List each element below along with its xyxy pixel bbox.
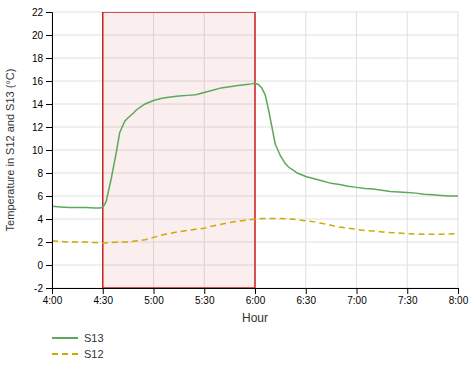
tick-mark [46,58,52,59]
tick-mark [357,288,358,294]
tick: 4 [37,214,52,225]
tick-mark [255,288,256,294]
legend-item: S12 [52,348,104,360]
tick-mark [204,288,205,294]
tick-mark [46,173,52,174]
tick-mark [46,81,52,82]
tick-mark [46,12,52,13]
tick-mark [154,288,155,294]
tick-label: 5:00 [144,295,164,306]
tick-label: -2 [34,283,43,294]
series-line [52,83,458,208]
tick-label: 22 [32,7,44,18]
tick-label: 4:00 [43,295,63,306]
tick-mark [103,288,104,294]
tick-label: 2 [37,237,43,248]
tick-label: 4:30 [94,295,114,306]
tick: 6:30 [297,288,317,306]
series-line [52,218,458,243]
grid [52,12,458,288]
tick-label: 20 [32,30,44,41]
tick-mark [46,288,52,289]
tick: 8 [37,168,52,179]
tick-label: 6:30 [297,295,317,306]
tick-mark [306,288,307,294]
legend-label: S13 [84,332,104,344]
tick-label: 6 [37,191,43,202]
legend-item: S13 [52,332,104,344]
tick: -2 [34,283,52,294]
axis-line [46,13,53,289]
tick: 4:30 [94,288,114,306]
legend: S13S12 [52,332,104,360]
tick-label: 7:00 [347,295,367,306]
tick: 10 [32,145,52,156]
tick-label: 16 [32,76,44,87]
tick-label: 6:00 [246,295,266,306]
tick: 8:00 [449,288,469,306]
tick-label: 4 [37,214,43,225]
tick-label: 8:00 [449,295,469,306]
tick-label: 0 [37,260,43,271]
x-axis-title: Hour [242,311,268,325]
tick-mark [46,150,52,151]
marks [52,12,458,288]
tick: 16 [32,76,52,87]
tick: 22 [32,7,52,18]
tick: 5:30 [195,288,215,306]
tick: 5:00 [144,288,164,306]
tick: 6 [37,191,52,202]
tick-mark [46,127,52,128]
legend-swatch [52,337,78,339]
plot: 4:00 4:30 5:00 5:30 6:00 6:30 7:00 7:30 8:00 -2 0 2… [4,7,469,360]
chart: 4:00 4:30 5:00 5:30 6:00 6:30 7:00 7:30 8:00 -2 0 2… [0,0,474,368]
tick-label: 7:30 [398,295,418,306]
tick: 0 [37,260,52,271]
tick-mark [46,242,52,243]
tick: 2 [37,237,52,248]
tick: 14 [32,99,52,110]
y-axis-title: Temperature in S12 and S13 (°C) [4,69,16,232]
tick: 12 [32,122,52,133]
tick: 7:00 [347,288,367,306]
tick-label: 12 [32,122,44,133]
legend-swatch [52,353,78,355]
tick-label: 14 [32,99,44,110]
tick-label: 8 [37,168,43,179]
tick: 18 [32,53,52,64]
tick: 7:30 [398,288,418,306]
tick-mark [458,288,459,294]
tick-mark [46,219,52,220]
y-axis: -2 0 2 4 6 8 10 12 14 16 18 20 22 [32,7,53,294]
tick-mark [46,104,52,105]
legend-label: S12 [84,348,104,360]
tick-mark [407,288,408,294]
tick-label: 10 [32,145,44,156]
tick-mark [46,196,52,197]
axis-line [53,289,459,295]
tick-label: 18 [32,53,44,64]
tick-mark [46,35,52,36]
x-axis: 4:00 4:30 5:00 5:30 6:00 6:30 7:00 7:30 8:00 [43,288,469,306]
tick-label: 5:30 [195,295,215,306]
tick: 20 [32,30,52,41]
tick-mark [46,265,52,266]
tick: 6:00 [246,288,266,306]
highlight-region [103,12,255,288]
tick: 4:00 [43,288,63,306]
